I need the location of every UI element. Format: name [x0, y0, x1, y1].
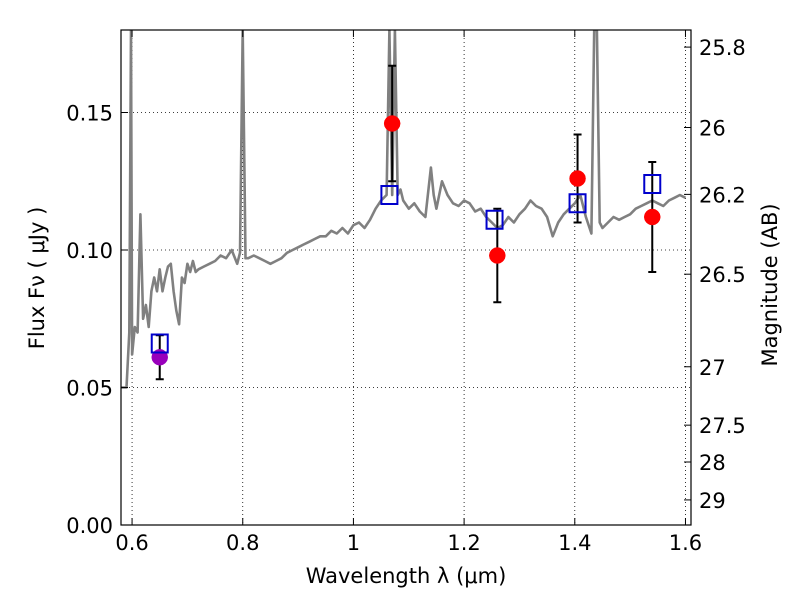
observed-point [569, 170, 586, 187]
y2-tick-label: 26.2 [699, 183, 746, 207]
model-spectrum [121, 30, 687, 389]
x-tick-label: 0.6 [115, 531, 148, 555]
observed-point [489, 247, 506, 264]
x-tick-label: 1.4 [558, 531, 591, 555]
y-tick-label: 0.00 [66, 514, 113, 538]
y2-tick-label: 28 [699, 451, 726, 475]
y2-tick-label: 29 [699, 489, 726, 513]
plot-frame [120, 29, 692, 526]
y2-tick-label: 25.8 [699, 36, 746, 60]
x-tick-label: 1 [347, 531, 360, 555]
model-photometry-point [643, 174, 662, 194]
y-tick-label: 0.05 [66, 377, 113, 401]
y-tick-label: 0.10 [66, 239, 113, 263]
plot-background [121, 30, 691, 525]
y2-tick-label: 26 [699, 117, 726, 141]
grid [121, 30, 691, 525]
model-photometry-points [150, 174, 662, 354]
model-photometry-point [150, 333, 169, 354]
y-axis: 0.00 0.05 0.10 0.15 [66, 102, 128, 538]
x-tick-label: 0.8 [226, 531, 259, 555]
y-tick-label: 0.15 [66, 102, 113, 126]
x-axis: 0.6 0.8 1 1.2 1.4 1.6 [115, 30, 702, 555]
y2-axis-label: Magnitude (AB) [758, 203, 782, 366]
observed-point [644, 208, 661, 226]
observed-points [151, 115, 661, 366]
y2-tick-label: 26.5 [699, 263, 746, 287]
y2-tick-label: 27.5 [699, 414, 746, 438]
x-axis-label: Wavelength λ (μm) [306, 564, 507, 588]
y2-tick-label: 27 [699, 356, 726, 380]
y-axis-label: Flux Fν ( μJy ) [25, 207, 49, 350]
observed-point [383, 115, 401, 132]
y2-axis: 25.8 26 26.2 26.5 27 27.5 28 29 [684, 36, 746, 513]
spectrum-line [121, 30, 687, 389]
x-tick-label: 1.2 [447, 531, 480, 555]
model-photometry-point [380, 185, 399, 205]
x-tick-label: 1.6 [669, 531, 702, 555]
model-photometry-point [568, 193, 587, 214]
model-photometry-point [485, 209, 504, 230]
